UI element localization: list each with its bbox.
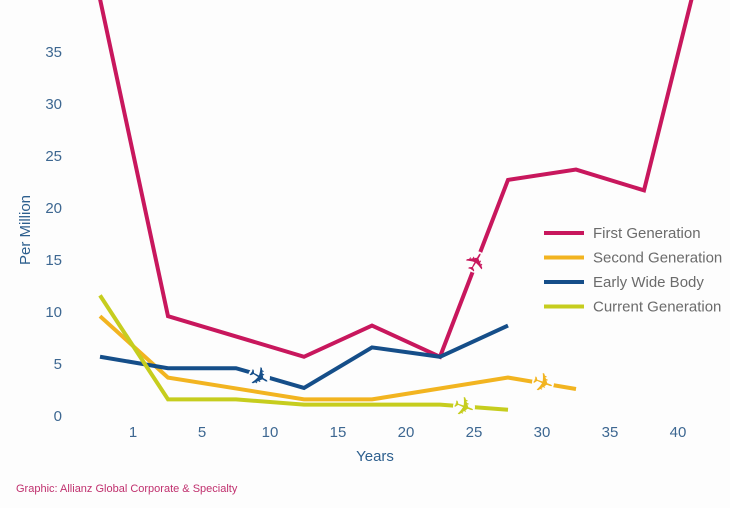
y-tick-label: 30 xyxy=(45,96,62,113)
x-tick-label: 20 xyxy=(398,424,415,441)
x-tick-label: 15 xyxy=(330,424,347,441)
x-tick-label: 1 xyxy=(129,424,137,441)
plane-backdrop xyxy=(248,366,270,388)
legend: First Generation Second Generation Early W… xyxy=(544,225,722,316)
series-line-current-generation xyxy=(98,294,509,412)
x-axis-label: Years xyxy=(356,448,394,465)
airplane-icon: ✈ xyxy=(527,366,558,402)
y-tick-label: 35 xyxy=(45,44,62,61)
x-tick-label: 25 xyxy=(466,424,483,441)
legend-label: Early Wide Body xyxy=(593,274,704,291)
x-tick-label: 10 xyxy=(262,424,279,441)
airplane-icon: ✈ xyxy=(448,390,479,426)
y-tick-label: 10 xyxy=(45,304,62,321)
y-tick-label: 15 xyxy=(45,252,62,269)
legend-label: First Generation xyxy=(593,225,701,242)
x-tick-label: 5 xyxy=(198,424,206,441)
y-tick-label: 5 xyxy=(54,356,62,373)
x-tick-label: 40 xyxy=(670,424,687,441)
y-tick-label: 0 xyxy=(54,408,62,425)
y-tick-label: 25 xyxy=(45,148,62,165)
plane-backdrop xyxy=(453,396,475,418)
y-tick-label: 20 xyxy=(45,200,62,217)
legend-label: Second Generation xyxy=(593,250,722,267)
y-axis-label: Per Million xyxy=(17,195,34,265)
series-lines xyxy=(98,0,694,412)
legend-label: Current Generation xyxy=(593,299,721,316)
x-tick-label: 35 xyxy=(602,424,619,441)
x-axis-ticks: 1 5 10 15 20 25 30 35 40 xyxy=(129,424,687,441)
plane-backdrop xyxy=(532,372,554,394)
plane-backdrop xyxy=(465,251,487,273)
series-line-early-wide-body xyxy=(99,323,509,391)
y-axis-ticks: 0 5 10 15 20 25 30 35 xyxy=(45,44,62,425)
airplane-icon: ✈ xyxy=(458,246,495,280)
x-tick-label: 30 xyxy=(534,424,551,441)
graphic-credit: Graphic: Allianz Global Corporate & Spec… xyxy=(16,483,238,495)
